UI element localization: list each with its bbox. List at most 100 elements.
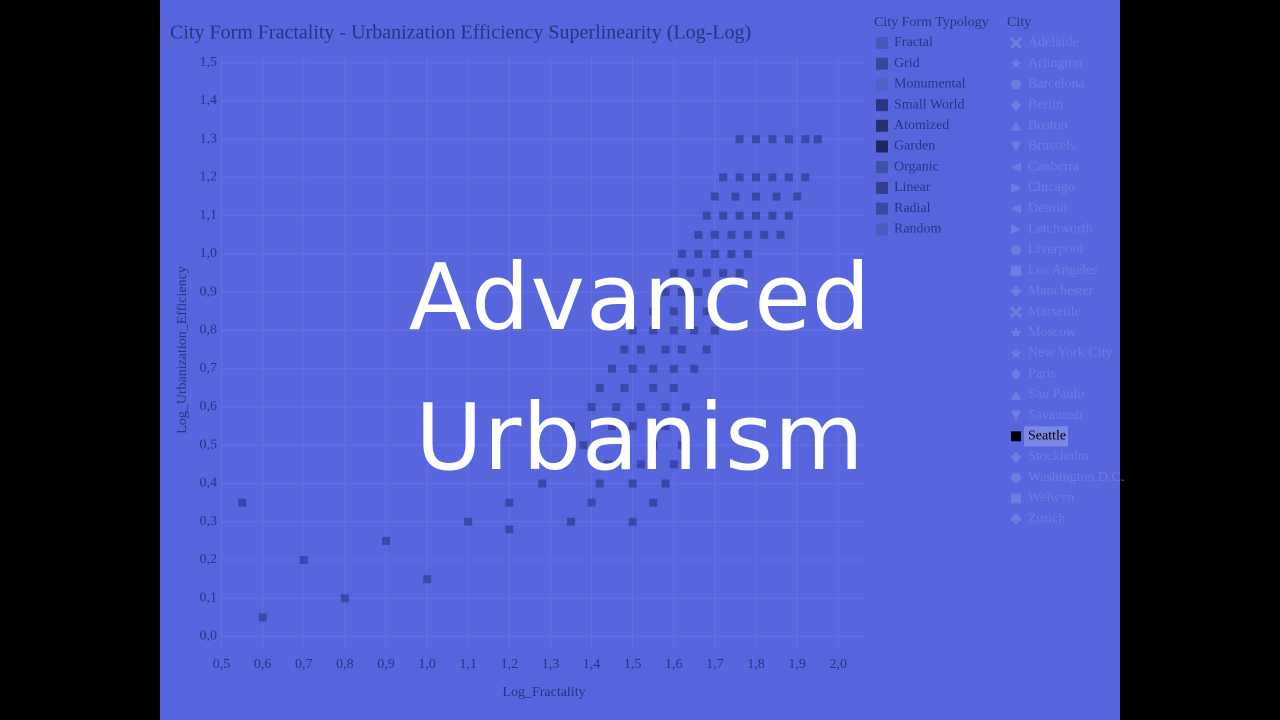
legend-swatch[interactable]: [876, 223, 888, 236]
legend-label[interactable]: Manchester: [1028, 284, 1094, 299]
legend-swatch[interactable]: [876, 202, 888, 215]
legend-symbol[interactable]: [1011, 203, 1021, 214]
legend-symbol[interactable]: [1011, 245, 1021, 255]
legend-label[interactable]: Sao Paulo: [1028, 387, 1084, 402]
point: [628, 479, 637, 488]
legend-swatch[interactable]: [876, 140, 888, 153]
legend-symbol[interactable]: [1011, 472, 1021, 483]
legend-symbol[interactable]: [1011, 493, 1021, 504]
legend-symbol[interactable]: [1011, 431, 1021, 442]
x-tick-label: 0,7: [295, 657, 313, 672]
point: [768, 173, 777, 182]
legend-swatch[interactable]: [876, 78, 888, 91]
legend-label[interactable]: Canberra: [1028, 159, 1080, 174]
point: [628, 422, 637, 431]
legend-label[interactable]: Detroit: [1028, 201, 1068, 216]
legend-symbol[interactable]: [1011, 514, 1021, 525]
y-tick-label: 1,1: [200, 208, 218, 223]
legend-label[interactable]: New York City: [1028, 346, 1112, 361]
legend-label[interactable]: Adelaide: [1028, 35, 1079, 50]
point: [710, 326, 719, 335]
point: [636, 460, 645, 469]
x-tick-label: 2,0: [829, 657, 847, 672]
legend-symbol[interactable]: [1010, 57, 1022, 69]
legend-label[interactable]: Liverpool: [1028, 242, 1083, 257]
legend-symbol[interactable]: [1009, 36, 1023, 50]
legend-label[interactable]: Radial: [894, 201, 931, 216]
legend-label[interactable]: Moscow: [1028, 325, 1077, 340]
point: [710, 192, 719, 201]
legend-label[interactable]: Boston: [1028, 118, 1068, 133]
legend-label[interactable]: Organic: [894, 159, 939, 174]
legend-label[interactable]: Savannah: [1028, 408, 1082, 423]
legend-label[interactable]: Stockholm: [1028, 449, 1089, 464]
legend-label[interactable]: Monumental: [894, 77, 966, 92]
legend-label[interactable]: Barcelona: [1028, 77, 1086, 92]
y-tick-label: 0,3: [200, 514, 218, 529]
legend-swatch[interactable]: [876, 161, 888, 174]
legend-swatch[interactable]: [876, 57, 888, 70]
legend-symbol[interactable]: [1011, 99, 1021, 112]
point: [752, 173, 760, 182]
legend-symbol[interactable]: [1011, 286, 1021, 297]
legend-symbol[interactable]: [1011, 410, 1021, 421]
point: [694, 230, 703, 239]
legend-label[interactable]: Linear: [894, 180, 931, 195]
legend-symbol[interactable]: [1010, 326, 1022, 338]
legend-label[interactable]: Fractal: [894, 35, 933, 50]
legend-symbol[interactable]: [1011, 182, 1021, 193]
legend-label[interactable]: Washington D.C.: [1028, 470, 1124, 485]
x-axis-label: Log_Fractality: [502, 685, 585, 700]
legend-swatch[interactable]: [876, 119, 888, 132]
point: [702, 211, 711, 220]
legend-symbol[interactable]: [1011, 120, 1021, 131]
point: [702, 345, 711, 354]
legend-symbol[interactable]: [1010, 347, 1022, 359]
point: [636, 402, 645, 411]
legend-label[interactable]: Random: [894, 222, 942, 237]
legend-label[interactable]: Garden: [894, 139, 935, 154]
legend-symbol[interactable]: [1011, 224, 1021, 235]
legend-swatch[interactable]: [876, 37, 888, 49]
legend-symbol[interactable]: [1011, 452, 1021, 463]
legend-symbol[interactable]: [1011, 368, 1021, 381]
legend-symbol[interactable]: [1011, 141, 1021, 152]
y-tick-label: 0,6: [200, 399, 218, 414]
legend-swatch[interactable]: [876, 181, 888, 194]
legend-symbol[interactable]: [1011, 162, 1021, 173]
legend-label[interactable]: Berlin: [1028, 97, 1063, 112]
point: [661, 288, 670, 297]
legend-label[interactable]: Zurich: [1028, 511, 1065, 526]
legend-symbol[interactable]: [1011, 265, 1021, 276]
legend-label[interactable]: Welwyn: [1028, 491, 1074, 506]
y-tick-label: 1,3: [200, 131, 218, 146]
point: [612, 402, 621, 411]
point: [587, 402, 596, 411]
legend-label[interactable]: Paris: [1028, 366, 1056, 381]
legend-swatch[interactable]: [876, 99, 888, 112]
x-tick-label: 0,8: [336, 657, 354, 672]
legend-label[interactable]: Marseille: [1028, 304, 1081, 319]
point: [661, 422, 670, 431]
point: [727, 249, 736, 258]
point: [768, 135, 777, 144]
legend-label[interactable]: Atomized: [894, 118, 949, 133]
legend-symbol[interactable]: [1009, 306, 1023, 319]
legend-label[interactable]: Letchworth: [1028, 222, 1093, 237]
point: [743, 230, 752, 239]
point: [719, 269, 728, 278]
legend-highlight[interactable]: [1024, 426, 1068, 447]
legend-symbol[interactable]: [1011, 79, 1021, 90]
x-tick-label: 0,9: [377, 657, 395, 672]
legend-label[interactable]: Brussels: [1028, 139, 1075, 154]
legend-label[interactable]: Chicago: [1028, 180, 1075, 195]
legend-label[interactable]: Grid: [894, 56, 920, 71]
legend-symbol[interactable]: [1011, 389, 1021, 400]
legend-label[interactable]: Arlington: [1028, 56, 1082, 71]
legend-label[interactable]: Seattle: [1028, 429, 1066, 444]
point: [423, 575, 432, 584]
legend-label[interactable]: Los Angeles: [1028, 263, 1098, 278]
point: [620, 383, 629, 392]
legend-label[interactable]: Small World: [894, 97, 965, 112]
point: [678, 249, 686, 258]
